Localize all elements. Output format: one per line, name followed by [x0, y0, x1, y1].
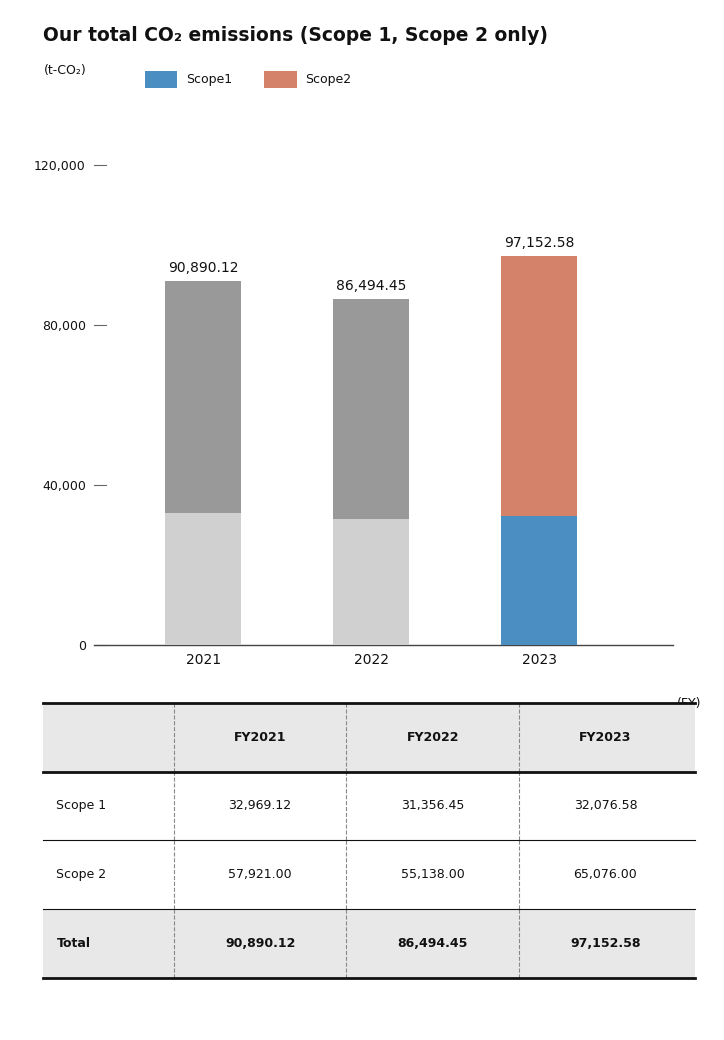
Text: 57,921.00: 57,921.00: [228, 868, 292, 881]
Text: 97,152.58: 97,152.58: [571, 937, 641, 950]
Text: FY2023: FY2023: [579, 731, 631, 744]
Text: FY2021: FY2021: [234, 731, 287, 744]
Text: Scope 2: Scope 2: [56, 868, 106, 881]
Bar: [501, 517, 577, 645]
Text: 31,356.45: 31,356.45: [401, 800, 465, 812]
Bar: [333, 519, 409, 645]
Text: Total: Total: [56, 937, 90, 950]
Text: 55,138.00: 55,138.00: [401, 868, 465, 881]
Bar: [333, 298, 409, 519]
Text: Scope2: Scope2: [306, 73, 352, 86]
Text: (t-CO₂): (t-CO₂): [43, 64, 86, 78]
Text: FY2022: FY2022: [406, 731, 459, 744]
Text: 32,076.58: 32,076.58: [573, 800, 637, 812]
Text: Our total CO₂ emissions (Scope 1, Scope 2 only): Our total CO₂ emissions (Scope 1, Scope …: [43, 26, 549, 45]
Text: 90,890.12: 90,890.12: [168, 261, 238, 276]
Text: 90,890.12: 90,890.12: [225, 937, 295, 950]
Text: Scope1: Scope1: [186, 73, 232, 86]
Text: 32,969.12: 32,969.12: [229, 800, 292, 812]
Bar: [166, 281, 241, 513]
Bar: [43, 840, 695, 909]
Text: 86,494.45: 86,494.45: [397, 937, 468, 950]
Text: 97,152.58: 97,152.58: [504, 236, 574, 251]
Bar: [43, 909, 695, 978]
Text: 65,076.00: 65,076.00: [573, 868, 637, 881]
Bar: [501, 256, 577, 517]
Bar: [43, 772, 695, 840]
Bar: [166, 513, 241, 645]
Text: 86,494.45: 86,494.45: [336, 279, 406, 293]
Bar: [43, 703, 695, 772]
Text: (FY): (FY): [677, 697, 701, 709]
Text: Scope 1: Scope 1: [56, 800, 106, 812]
